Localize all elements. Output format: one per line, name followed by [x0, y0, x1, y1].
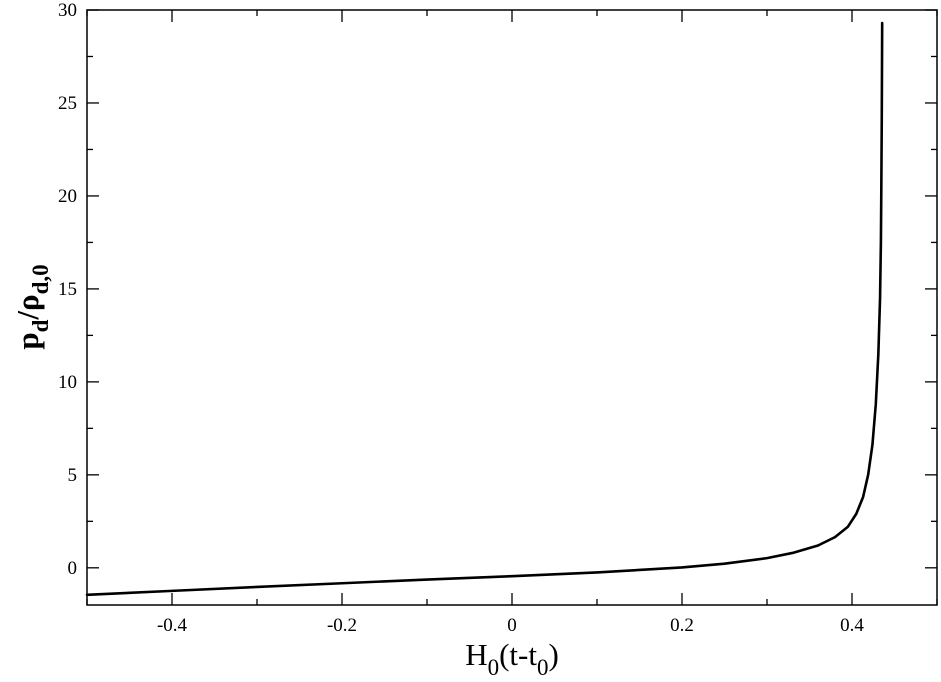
ticks: [86, 9, 938, 605]
x-axis-title-sub1: 0: [488, 655, 500, 680]
x-tick-label: 0.4: [840, 615, 864, 636]
y-tick-label: 15: [58, 279, 77, 300]
x-axis-title-mid: (t-t: [499, 637, 537, 672]
tick-labels: -0.4 -0.2 0 0.2 0.4 0 5 10 15 20 25 30: [58, 0, 864, 636]
x-axis-title: H0(t-t0): [465, 637, 559, 680]
x-tick-label: -0.4: [157, 615, 188, 636]
series-line: [85, 21, 884, 597]
x-tick-label: -0.2: [327, 615, 357, 636]
plot-frame: [86, 9, 938, 606]
y-axis-title-sub1: d: [28, 319, 53, 332]
series-layer: [85, 21, 884, 597]
x-tick-label: 0: [507, 615, 517, 636]
x-axis-title-main: H: [465, 637, 487, 672]
x-tick-label: 0.2: [670, 615, 694, 636]
y-axis-title-sub2: d,0: [28, 264, 53, 294]
y-tick-label: 30: [58, 0, 77, 21]
y-axis-title-mid: /ρ: [10, 294, 45, 320]
y-tick-label: 0: [68, 558, 78, 579]
y-tick-label: 25: [58, 93, 77, 114]
y-axis-title-main: p: [10, 332, 45, 349]
x-axis-title-end: ): [548, 637, 558, 672]
y-axis-title: pd/ρd,0: [10, 264, 53, 349]
x-axis-title-sub2: 0: [537, 655, 549, 680]
y-tick-label: 5: [68, 465, 78, 486]
y-tick-label: 20: [58, 186, 77, 207]
y-tick-label: 10: [58, 372, 77, 393]
